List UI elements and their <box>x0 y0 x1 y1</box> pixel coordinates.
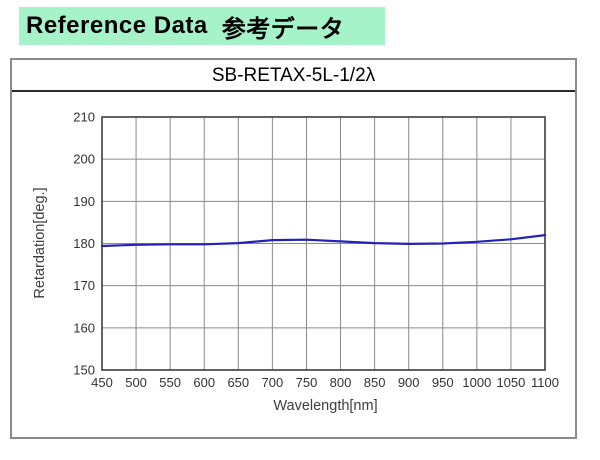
x-tick-label: 1050 <box>496 375 525 390</box>
x-tick-label: 950 <box>432 375 454 390</box>
header-banner: Reference Data 参考データ <box>19 7 385 45</box>
x-tick-label: 1100 <box>531 375 559 390</box>
header-title-en: Reference Data <box>26 12 208 39</box>
y-tick-label: 200 <box>73 152 95 167</box>
y-tick-label: 180 <box>73 236 95 251</box>
header-title-ja: 参考データ <box>221 15 345 43</box>
x-tick-label: 750 <box>296 375 318 390</box>
x-tick-label: 600 <box>193 375 215 390</box>
y-tick-label: 190 <box>73 194 95 209</box>
x-tick-label: 500 <box>125 375 147 390</box>
chart-panel: SB-RETAX-5L-1/2λ Retardation[deg.] 150 16… <box>10 58 577 439</box>
x-tick-label: 550 <box>159 375 181 390</box>
x-tick-label: 850 <box>364 375 386 390</box>
x-tick-label: 650 <box>227 375 249 390</box>
x-tick-label: 700 <box>262 375 284 390</box>
y-tick-label: 210 <box>73 110 95 125</box>
y-tick-label: 160 <box>73 320 95 335</box>
x-tick-label: 800 <box>330 375 352 390</box>
line-chart: 150 160 170 180 190 200 210 450 500 550 600 650 700 7… <box>73 110 559 391</box>
x-axis-title: Wavelength[nm] <box>273 398 378 414</box>
chart-title: SB-RETAX-5L-1/2λ <box>12 60 575 92</box>
x-tick-label: 1000 <box>462 375 491 390</box>
y-tick-label: 170 <box>73 278 95 293</box>
x-tick-label: 450 <box>91 375 113 390</box>
x-tick-label: 900 <box>398 375 420 390</box>
y-tick-label: 150 <box>73 363 95 378</box>
